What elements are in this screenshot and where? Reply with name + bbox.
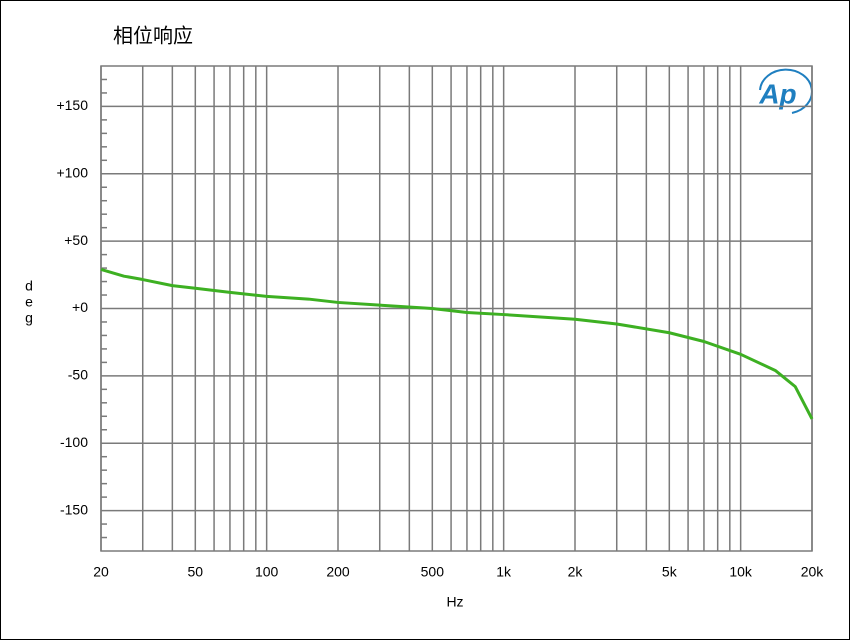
y-axis-label: deg (25, 278, 33, 326)
x-tick-label: 500 (421, 564, 445, 580)
y-tick-label: -50 (68, 367, 88, 383)
x-tick-label: 20k (801, 564, 825, 580)
chart-title: 相位响应 (113, 24, 193, 47)
y-tick-label: -150 (60, 501, 88, 517)
plot-border (100, 65, 813, 552)
y-axis-label-letter: e (25, 294, 33, 310)
y-axis-label-letter: d (25, 278, 33, 294)
x-tick-label: 200 (326, 564, 350, 580)
y-tick-label: -100 (60, 434, 88, 450)
y-tick-label: +0 (72, 299, 88, 315)
x-tick-label: 50 (188, 564, 204, 580)
y-tick-label: +50 (64, 232, 88, 248)
logo-text: Ap (758, 78, 796, 109)
x-tick-label: 20 (93, 564, 109, 580)
x-axis-label: Hz (446, 594, 463, 610)
y-tick-label: +100 (56, 164, 88, 180)
data-line (100, 267, 814, 420)
x-tick-label: 1k (496, 564, 512, 580)
y-tick-label: +150 (56, 97, 88, 113)
x-tick-label: 5k (662, 564, 678, 580)
y-axis-label-letter: g (25, 310, 33, 326)
x-tick-label: 100 (255, 564, 279, 580)
x-tick-label: 10k (729, 564, 753, 580)
x-tick-label: 2k (568, 564, 584, 580)
